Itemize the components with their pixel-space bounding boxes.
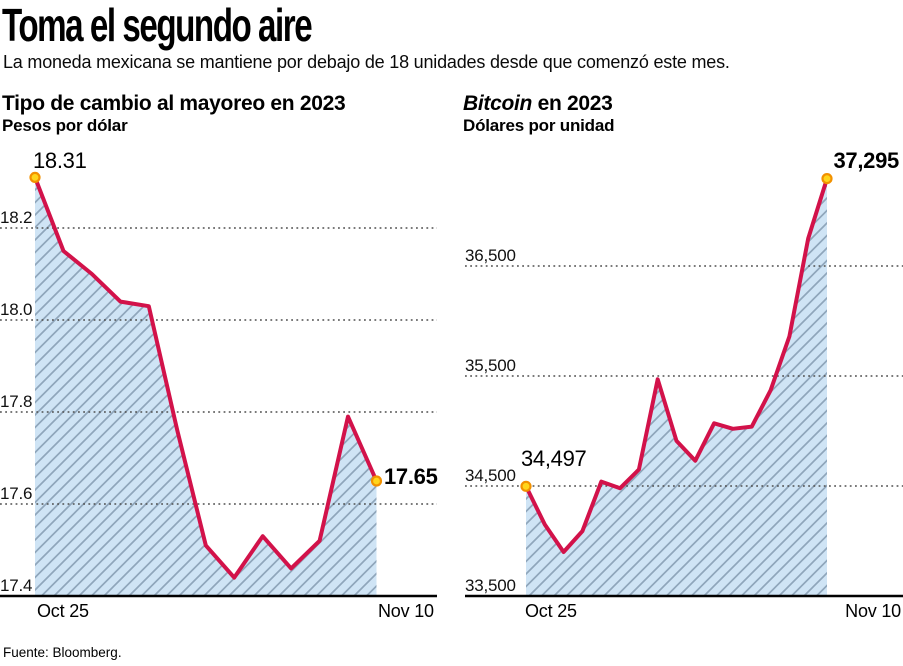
y-tick-label: 18.0 <box>0 300 33 319</box>
area-hatch <box>526 178 827 596</box>
y-tick-label: 17.6 <box>0 484 33 503</box>
y-tick-label: 35,500 <box>465 356 516 375</box>
left-chart-x-end-label: Nov 10 <box>378 601 434 621</box>
end-point-marker <box>370 475 383 487</box>
page-subtitle: La moneda mexicana se mantiene por debaj… <box>3 52 730 72</box>
left-chart-title: Tipo de cambio al mayoreo en 2023 <box>2 92 346 115</box>
y-tick-label: 33,500 <box>465 576 516 595</box>
source-note: Fuente: Bloomberg. <box>3 645 122 660</box>
y-tick-label: 17.4 <box>0 576 33 595</box>
start-point-marker <box>29 171 41 183</box>
right-chart-title-rest: en 2023 <box>532 92 613 115</box>
right-chart-end-value-label: 37,295 <box>833 148 900 173</box>
series-line <box>33 175 379 580</box>
left-chart-end-value-label: 17.65 <box>384 464 438 489</box>
left-chart-units: Pesos por dólar <box>2 116 128 135</box>
series-line <box>524 176 829 554</box>
right-chart-plot <box>465 173 903 598</box>
right-chart-x-start-label: Oct 25 <box>525 601 577 621</box>
area-hatch <box>35 177 377 596</box>
left-chart-start-value-label: 18.31 <box>33 148 87 173</box>
left-chart-plot <box>0 171 437 598</box>
y-tick-label: 18.2 <box>0 208 33 227</box>
right-chart-title: Bitcoin en 2023 <box>463 92 613 116</box>
page-title: Toma el segundo aire <box>2 0 313 51</box>
left-chart-x-start-label: Oct 25 <box>37 601 89 621</box>
right-chart-start-value-label: 34,497 <box>521 446 587 471</box>
y-tick-label: 36,500 <box>465 246 516 265</box>
start-point-marker <box>520 480 532 492</box>
y-tick-label: 17.8 <box>0 392 33 411</box>
y-tick-label: 34,500 <box>465 466 516 485</box>
end-point-marker <box>821 173 833 185</box>
right-chart-units: Dólares por unidad <box>463 116 615 135</box>
right-chart-title-italic: Bitcoin <box>463 92 533 115</box>
right-chart-x-end-label: Nov 10 <box>845 601 901 621</box>
